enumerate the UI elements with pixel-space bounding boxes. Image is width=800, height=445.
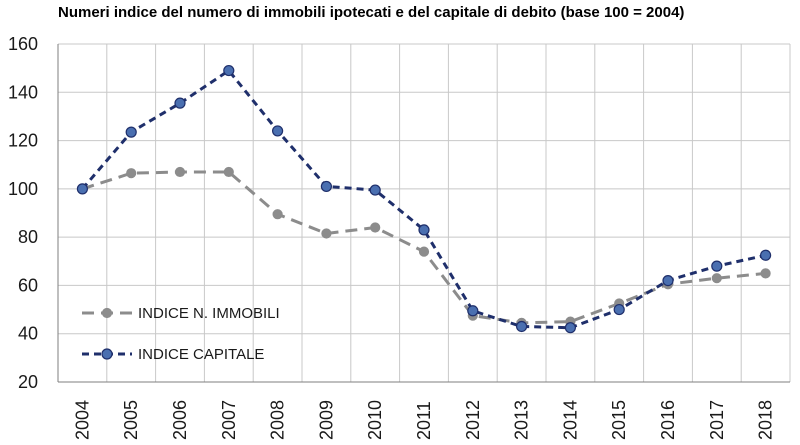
x-tick-label: 2013	[512, 400, 532, 440]
data-point-indice-n-immobili	[370, 222, 381, 233]
series-line-indice-capitale	[81, 69, 766, 330]
x-tick-labels: 2004 2005 2006 2007 2008 2009 2010 2011 2012 2013…	[72, 400, 775, 440]
y-tick-label: 40	[18, 324, 38, 344]
data-point-indice-capitale	[320, 180, 332, 193]
legend-label: INDICE N. IMMOBILI	[138, 305, 280, 322]
y-tick-label: 160	[8, 34, 38, 54]
data-point-indice-n-immobili	[711, 273, 722, 284]
legend-swatch-marker	[101, 348, 113, 360]
data-point-indice-n-immobili	[418, 246, 430, 257]
series-group	[76, 64, 772, 334]
y-tick-label: 60	[18, 275, 38, 295]
data-point-indice-n-immobili	[174, 166, 186, 178]
grid	[57, 43, 791, 383]
legend-label: INDICE CAPITALE	[138, 346, 264, 363]
data-point-indice-n-immobili	[223, 166, 234, 178]
legend-item-indice-n-immobili: INDICE N. IMMOBILI	[82, 305, 280, 322]
legend-swatch-marker	[101, 307, 113, 319]
axes	[57, 44, 790, 383]
data-point-indice-n-immobili	[760, 268, 771, 279]
data-point-indice-capitale	[759, 249, 772, 261]
x-tick-label: 2007	[219, 400, 239, 440]
data-point-indice-capitale	[613, 303, 625, 316]
y-tick-label: 140	[8, 82, 38, 102]
data-point-indice-capitale	[272, 125, 284, 137]
data-point-indice-capitale	[125, 126, 137, 138]
x-tick-label: 2018	[756, 400, 776, 440]
legend: INDICE N. IMMOBILI INDICE CAPITALE	[82, 305, 280, 363]
data-point-indice-capitale	[76, 183, 89, 195]
x-tick-label: 2006	[170, 400, 190, 440]
data-point-indice-n-immobili	[321, 228, 332, 239]
data-point-indice-capitale	[662, 275, 674, 287]
data-point-indice-capitale	[174, 97, 186, 109]
data-point-indice-capitale	[223, 64, 235, 77]
data-point-indice-capitale	[467, 305, 479, 317]
data-point-indice-capitale	[711, 260, 723, 272]
x-tick-label: 2009	[316, 400, 336, 440]
x-tick-label: 2005	[121, 400, 141, 440]
data-point-indice-capitale	[515, 320, 528, 333]
y-tick-label: 80	[18, 227, 38, 247]
x-tick-label: 2011	[414, 401, 434, 440]
y-tick-labels: 20 40 60 80 100 120 140 160	[8, 34, 38, 392]
data-point-indice-n-immobili	[272, 209, 283, 220]
x-tick-label: 2012	[463, 400, 483, 440]
y-tick-label: 100	[8, 179, 38, 199]
x-tick-label: 2015	[609, 400, 629, 440]
data-point-indice-capitale	[564, 322, 577, 334]
x-tick-label: 2014	[560, 400, 580, 440]
series-indice-capitale	[76, 64, 772, 334]
data-point-indice-capitale	[369, 184, 381, 196]
x-tick-label: 2004	[72, 400, 92, 440]
y-tick-label: 20	[18, 372, 38, 392]
x-tick-label: 2016	[658, 400, 678, 440]
legend-item-indice-capitale: INDICE CAPITALE	[82, 346, 264, 363]
data-point-indice-n-immobili	[126, 168, 137, 179]
x-tick-label: 2008	[268, 400, 288, 440]
series-indice-n-immobili	[77, 166, 771, 328]
chart-title: Numeri indice del numero di immobili ipo…	[58, 4, 685, 21]
data-point-indice-capitale	[418, 224, 430, 236]
x-tick-label: 2010	[365, 400, 385, 440]
y-tick-label: 120	[8, 131, 38, 151]
x-tick-label: 2017	[707, 400, 727, 440]
